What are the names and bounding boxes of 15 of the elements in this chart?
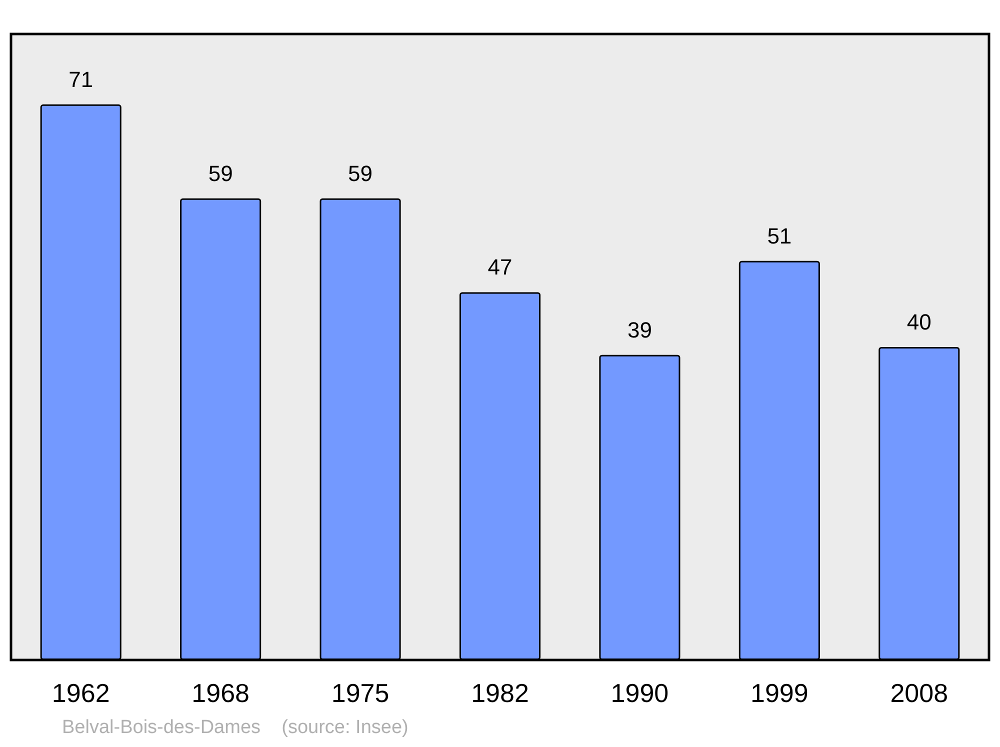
data-label: 47: [488, 254, 512, 280]
data-label: 51: [767, 223, 792, 248]
x-tick-label: 2008: [890, 678, 948, 708]
data-label: 40: [906, 310, 932, 334]
text: Belval-Bois-des-Dames (source: Insee): [62, 717, 408, 738]
data-label: 71: [68, 66, 94, 92]
x-tick-label: 1999: [750, 678, 808, 708]
x-tick-label: 1962: [52, 678, 110, 708]
x-tick-label: 1968: [192, 678, 250, 708]
x-tick-label: 1975: [331, 678, 390, 708]
x-tick-label: 1982: [471, 678, 529, 708]
data-label: 59: [348, 160, 373, 186]
x-tick-label: 1990: [610, 678, 669, 708]
data-label: 59: [208, 160, 233, 186]
data-label: 39: [627, 317, 652, 342]
